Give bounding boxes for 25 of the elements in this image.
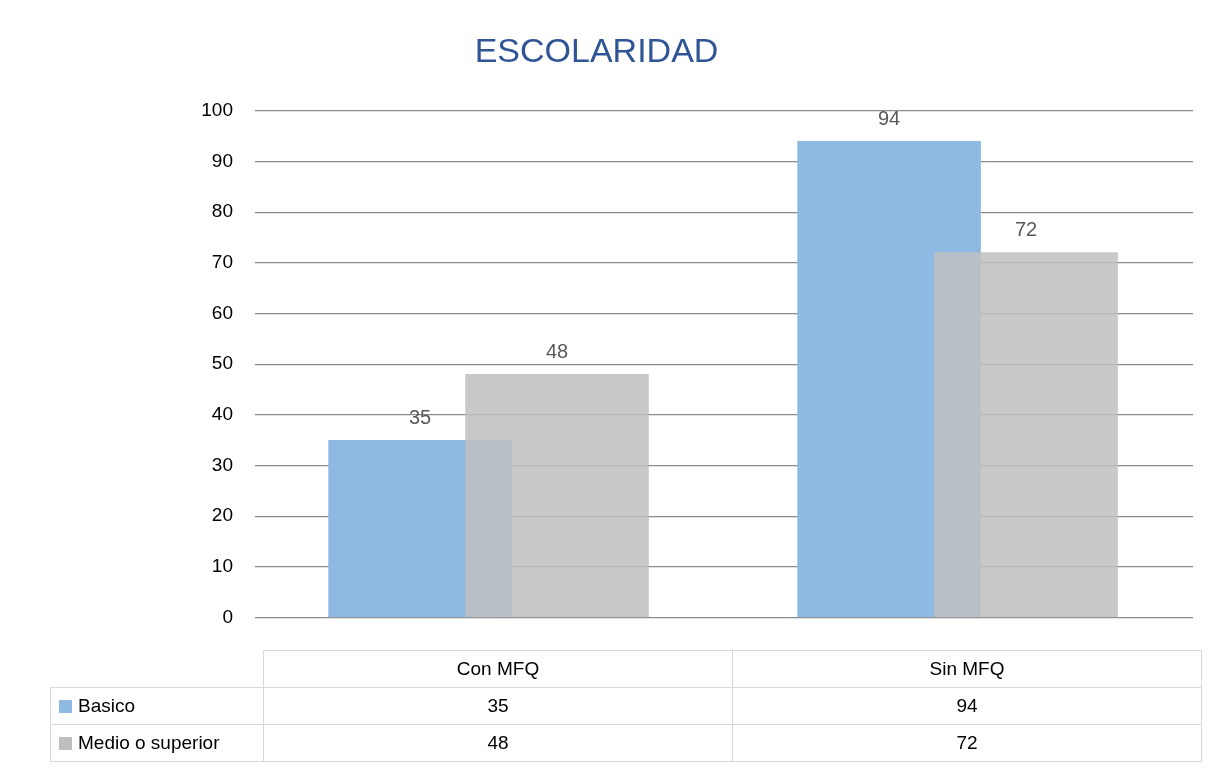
annotation: 94 (877, 106, 901, 129)
y-tick-label: 90 (211, 149, 233, 171)
data-label: 94 (732, 687, 1202, 725)
chart-title: ESCOLARIDAD (474, 30, 719, 69)
x-tick-label: Con MFQ (263, 650, 733, 688)
annotation: 48 (545, 339, 569, 362)
y-tick-label: 50 (211, 352, 233, 374)
legend-label: Medio o superior (50, 724, 264, 762)
legend-label: Basico (50, 687, 264, 725)
y-tick-label: 40 (211, 403, 233, 425)
annotation: 72 (1014, 218, 1038, 241)
y-tick-label: 20 (211, 504, 233, 526)
y-tick-label: 70 (211, 251, 233, 273)
y-tick-label: 100 (201, 99, 233, 121)
bar (465, 374, 649, 618)
data-label: 35 (263, 687, 733, 725)
x-tick-label: Sin MFQ (732, 650, 1202, 688)
data-label: 48 (263, 724, 733, 762)
y-tick-label: 30 (211, 453, 233, 475)
y-tick-label: 80 (211, 200, 233, 222)
data-label: 72 (732, 724, 1202, 762)
y-tick-label: 0 (222, 605, 233, 627)
y-tick-label: 60 (211, 301, 233, 323)
y-tick-label: 10 (211, 555, 233, 577)
bar (934, 252, 1118, 618)
